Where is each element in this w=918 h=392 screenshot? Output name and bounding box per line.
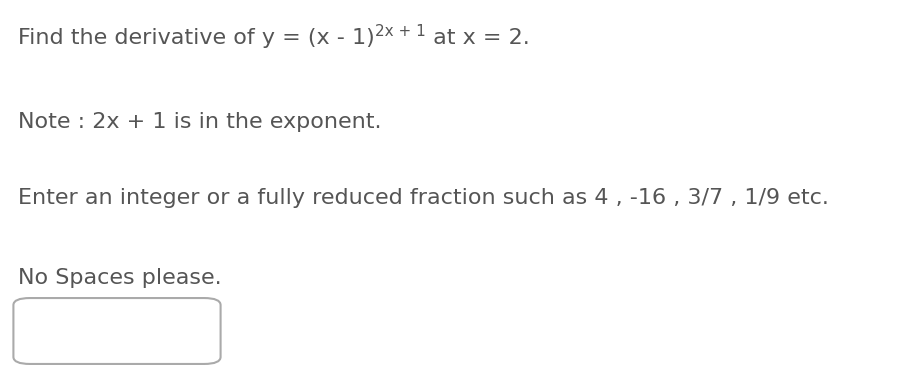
Text: Enter an integer or a fully reduced fraction such as 4 , -16 , 3/7 , 1/9 etc.: Enter an integer or a fully reduced frac… xyxy=(18,188,829,208)
Text: Find the derivative of y = (x - 1): Find the derivative of y = (x - 1) xyxy=(18,28,375,48)
Text: 2x + 1: 2x + 1 xyxy=(375,24,426,39)
Text: Note : 2x + 1 is in the exponent.: Note : 2x + 1 is in the exponent. xyxy=(18,112,382,132)
Text: at x = 2.: at x = 2. xyxy=(426,28,530,48)
Text: No Spaces please.: No Spaces please. xyxy=(18,268,221,288)
